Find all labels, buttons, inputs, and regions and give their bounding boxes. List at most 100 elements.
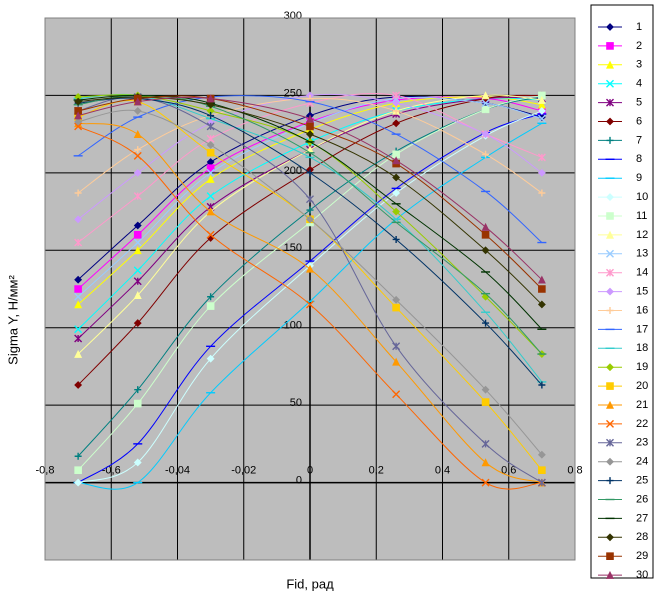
marker (74, 122, 83, 131)
marker (392, 91, 401, 100)
legend-label: 26 (636, 493, 648, 505)
marker (133, 168, 142, 177)
x-tick-label: 0,6 (501, 464, 516, 476)
y-tick-label: 50 (290, 397, 302, 409)
marker (606, 477, 614, 485)
marker (606, 552, 614, 560)
y-tick-label: 150 (284, 242, 302, 254)
marker (606, 438, 614, 447)
marker (207, 112, 215, 120)
legend-label: 17 (636, 323, 648, 335)
x-tick-label: 0,2 (369, 464, 384, 476)
marker (306, 206, 314, 214)
marker (606, 570, 614, 579)
legend-label: 11 (636, 210, 647, 222)
marker (134, 386, 142, 394)
marker (206, 168, 215, 177)
marker (481, 458, 490, 467)
marker (206, 192, 215, 201)
legend-label: 15 (636, 286, 648, 298)
marker (133, 192, 142, 201)
marker (133, 399, 142, 408)
marker (133, 106, 142, 115)
marker (133, 458, 142, 467)
legend-label: 6 (636, 115, 642, 127)
marker (207, 293, 215, 301)
marker (133, 238, 142, 247)
x-axis-title: Fid, рад (286, 576, 334, 591)
marker (606, 307, 614, 314)
marker (74, 349, 83, 358)
marker (74, 478, 83, 487)
marker (606, 79, 614, 88)
marker (133, 97, 142, 106)
legend-label: 21 (636, 399, 648, 411)
marker (133, 129, 142, 138)
marker (606, 363, 614, 372)
marker (537, 275, 546, 284)
x-tick-label: -0,02 (231, 464, 256, 476)
marker (306, 195, 314, 204)
legend-label: 7 (636, 134, 642, 146)
marker (481, 99, 490, 108)
marker (537, 300, 546, 309)
marker (392, 235, 400, 243)
marker (74, 215, 83, 224)
marker (606, 419, 614, 428)
marker (537, 478, 546, 487)
marker (606, 98, 614, 107)
marker (606, 60, 614, 69)
marker (392, 357, 401, 366)
legend-label: 16 (636, 304, 648, 316)
legend-label: 9 (636, 172, 642, 184)
legend-label: 10 (636, 191, 648, 203)
marker (606, 533, 614, 542)
marker (606, 268, 614, 277)
legend-label: 12 (636, 229, 648, 241)
y-tick-label: 250 (284, 87, 302, 99)
marker (392, 303, 400, 312)
marker (537, 106, 546, 115)
series-line (77, 110, 543, 484)
marker (74, 97, 83, 106)
marker (206, 354, 215, 363)
marker (392, 342, 401, 351)
marker (392, 189, 401, 197)
legend-label: 5 (636, 97, 642, 109)
marker (606, 212, 614, 220)
x-tick-label: 0,4 (435, 464, 450, 476)
marker (481, 222, 490, 231)
legend-label: 23 (636, 437, 648, 449)
legend-label: 28 (636, 531, 648, 543)
y-tick-label: 0 (296, 474, 302, 486)
marker (74, 292, 83, 301)
marker (133, 277, 142, 286)
marker (392, 107, 400, 115)
marker (206, 94, 215, 103)
marker (306, 300, 314, 309)
marker (206, 302, 215, 310)
marker (537, 168, 546, 177)
legend-label: 27 (636, 512, 648, 524)
marker (392, 150, 400, 159)
marker (133, 231, 142, 239)
marker (606, 382, 614, 390)
marker (133, 291, 142, 299)
legend-label: 29 (636, 550, 648, 562)
legend-label: 8 (636, 153, 642, 165)
legend-label: 24 (636, 456, 648, 468)
marker (392, 156, 401, 165)
legend-label: 3 (636, 59, 642, 71)
legend: 1234567891011121314151617181920212223242… (598, 21, 648, 581)
marker (133, 246, 142, 255)
y-tick-label: 100 (284, 320, 302, 332)
marker (606, 249, 614, 258)
marker (481, 231, 490, 239)
marker (74, 189, 82, 197)
marker (306, 169, 314, 177)
marker (606, 400, 614, 409)
marker (206, 207, 215, 216)
marker (74, 238, 83, 247)
marker (74, 285, 82, 293)
marker (606, 457, 614, 466)
